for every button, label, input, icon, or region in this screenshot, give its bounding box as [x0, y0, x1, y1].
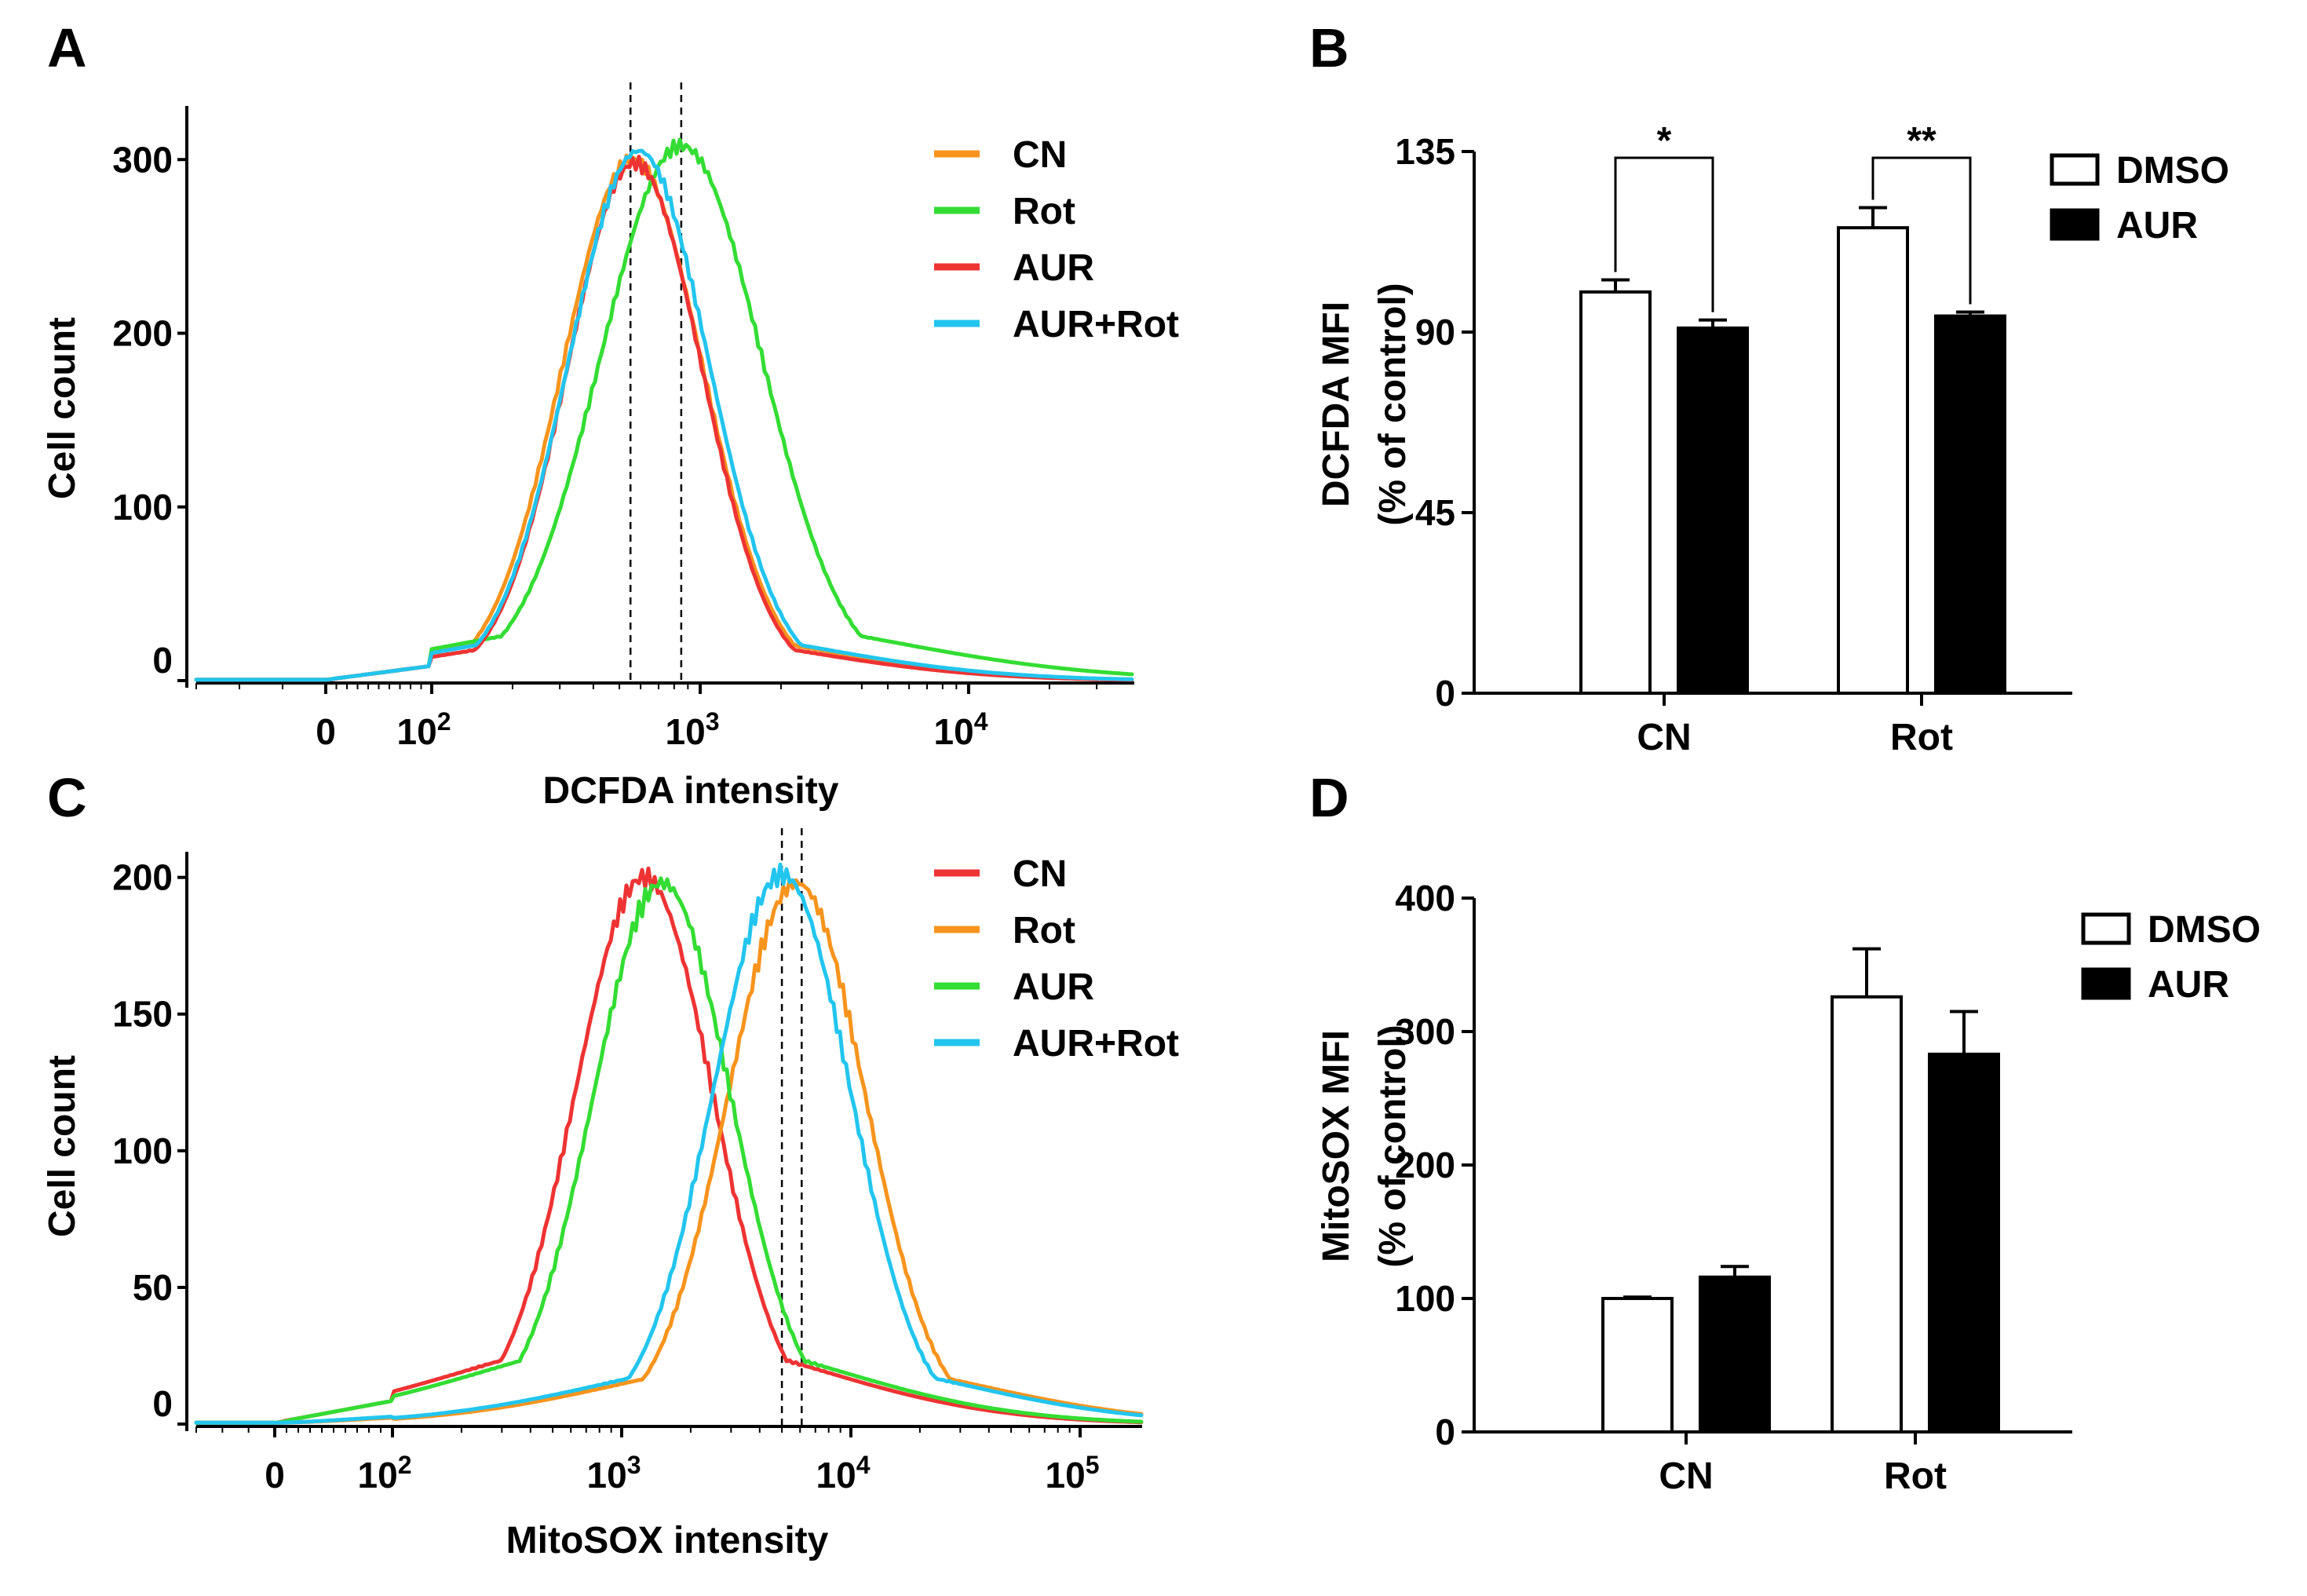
y-tick-label: 50: [133, 1267, 173, 1308]
y-tick-label: 0: [1435, 673, 1455, 714]
significance-bracket: [1614, 156, 1714, 312]
x-tick-label: 102: [397, 707, 451, 752]
y-tick-label: 0: [1435, 1412, 1455, 1452]
y-tick-label: 150: [112, 994, 173, 1035]
histogram-trace-cn: [194, 153, 1134, 682]
y-axis-label: MitoSOX MFI: [1316, 1030, 1357, 1262]
legend-label: AUR: [2148, 964, 2229, 1006]
legend-swatch: [2081, 967, 2131, 1000]
y-tick-label: 200: [112, 857, 173, 898]
x-axis-label: MitoSOX intensity: [506, 1520, 829, 1561]
legend-label: AUR: [1013, 247, 1094, 289]
y-tick-label: 400: [1395, 878, 1455, 919]
x-category-label-cn: CN: [1659, 1455, 1713, 1497]
panel-label-d: D: [1309, 767, 1349, 828]
y-tick-label: 300: [1395, 1011, 1455, 1052]
y-tick-label: 90: [1415, 312, 1455, 352]
histogram-trace-aur-rot: [194, 862, 1144, 1425]
panel-d-bar-chart: 0 100 200 300 400 MitoSOX MFI (% of control) CN…: [1316, 878, 2261, 1497]
y-tick-label: 300: [112, 139, 173, 180]
legend-swatch: [2050, 153, 2100, 186]
y-axis-label-unit: (% of control): [1372, 283, 1414, 525]
bar-aur-cn: [1677, 326, 1749, 695]
legend-label: DMSO: [2148, 909, 2261, 951]
x-category-label-cn: CN: [1637, 717, 1691, 758]
x-tick-label: 0: [265, 1455, 285, 1496]
panel-a-histogram: 0 100 200 300 0 102 103 104 DCFDA intensity Cell …: [42, 82, 1179, 812]
legend-label: CN: [1013, 134, 1067, 176]
legend-label: Rot: [1013, 910, 1075, 951]
legend-label: Rot: [1013, 191, 1075, 232]
x-tick-label: 103: [587, 1451, 641, 1496]
y-axis-label-unit: (% of control): [1372, 1024, 1414, 1267]
histogram-trace-aur-rot: [194, 148, 1134, 682]
y-axis-label: Cell count: [42, 1055, 83, 1237]
panel-b-bar-chart: 0 45 90 135 DCFDA MFI (% of control) CN * Rot ** D…: [1316, 120, 2229, 758]
x-category-label-rot: Rot: [1884, 1455, 1947, 1497]
legend-swatch: [2050, 208, 2100, 241]
x-tick-label: 0: [316, 711, 336, 752]
legend-label: AUR+Rot: [1013, 1023, 1179, 1065]
y-tick-label: 0: [152, 640, 173, 681]
legend-label: AUR: [1013, 966, 1094, 1008]
significance-bracket: [1871, 156, 1972, 305]
y-axis-label: DCFDA MFI: [1316, 301, 1357, 507]
histogram-trace-cn: [194, 866, 1144, 1425]
panel-label-c: C: [47, 767, 87, 828]
bar-aur-cn: [1699, 1275, 1771, 1434]
bar-dmso-cn: [1601, 1297, 1674, 1433]
histogram-trace-rot: [194, 877, 1144, 1425]
y-tick-label: 135: [1395, 131, 1455, 172]
histogram-trace-aur: [194, 876, 1144, 1425]
x-tick-label: 104: [816, 1451, 871, 1496]
significance-marker: **: [1907, 120, 1936, 162]
y-tick-label: 100: [1395, 1278, 1455, 1319]
y-tick-label: 45: [1415, 492, 1455, 533]
legend-label: AUR: [2116, 205, 2198, 247]
x-category-label-rot: Rot: [1890, 717, 1953, 758]
histogram-trace-aur: [194, 155, 1134, 682]
y-tick-label: 200: [1395, 1145, 1455, 1185]
legend-label: AUR+Rot: [1013, 304, 1179, 345]
x-tick-label: 102: [358, 1451, 412, 1496]
bar-dmso-rot: [1837, 226, 1909, 696]
bar-aur-rot: [1934, 314, 2006, 695]
x-tick-label: 104: [934, 707, 988, 752]
x-axis-label: DCFDA intensity: [543, 770, 839, 812]
bar-dmso-cn: [1579, 290, 1652, 695]
y-tick-label: 100: [112, 1130, 173, 1171]
panel-c-histogram: 0 50 100 150 200 0 102 103 104 105 MitoSOX intensi…: [42, 828, 1179, 1561]
bar-dmso-rot: [1831, 995, 1903, 1434]
y-tick-label: 100: [112, 487, 173, 528]
bar-aur-rot: [1928, 1052, 2000, 1434]
legend-swatch: [2081, 912, 2131, 945]
y-tick-label: 200: [112, 313, 173, 354]
legend-label: DMSO: [2116, 150, 2229, 192]
panel-label-a: A: [47, 17, 87, 79]
y-tick-label: 0: [152, 1383, 173, 1424]
panel-label-b: B: [1309, 17, 1349, 79]
legend-label: CN: [1013, 853, 1067, 895]
x-tick-label: 105: [1046, 1451, 1100, 1496]
significance-marker: *: [1657, 120, 1672, 162]
y-axis-label: Cell count: [42, 317, 83, 499]
histogram-trace-rot: [194, 137, 1134, 682]
x-tick-label: 103: [666, 707, 720, 752]
